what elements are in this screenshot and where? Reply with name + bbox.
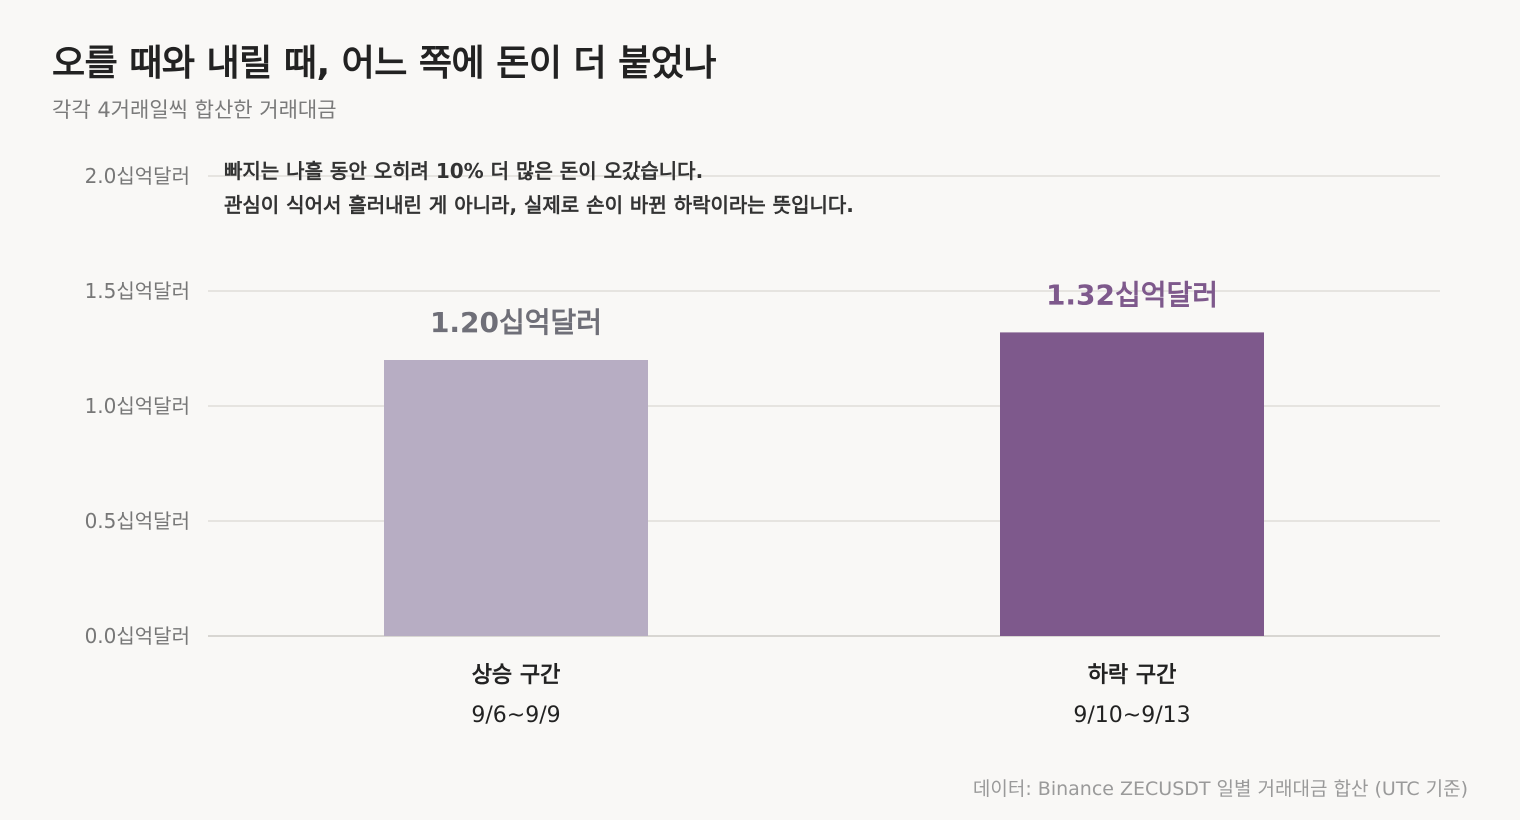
y-tick-label: 0.0십억달러 (85, 624, 190, 648)
annotation-line-1: 빠지는 나흘 동안 오히려 10% 더 많은 돈이 오갔습니다. (224, 159, 704, 183)
y-tick-label: 0.5십억달러 (85, 509, 190, 533)
bars (384, 332, 1264, 636)
y-tick-label: 1.0십억달러 (85, 394, 190, 418)
chart-subtitle: 각각 4거래일씩 합산한 거래대금 (52, 98, 337, 122)
x-category-date-range: 9/6~9/9 (471, 703, 560, 728)
bar-value-label: 1.32십억달러 (1046, 278, 1218, 311)
x-category-label: 하락 구간 (1088, 663, 1177, 688)
x-category-label: 상승 구간 (472, 663, 561, 688)
bar (1000, 332, 1264, 636)
chart-annotation: 빠지는 나흘 동안 오히려 10% 더 많은 돈이 오갔습니다. 관심이 식어서… (224, 154, 854, 222)
bar (384, 360, 648, 636)
chart-title: 오를 때와 내릴 때, 어느 쪽에 돈이 더 붙었나 (52, 43, 716, 84)
x-category-date-range: 9/10~9/13 (1073, 703, 1190, 728)
labels: 0.0십억달러 0.5십억달러 1.0십억달러 1.5십억달러 2.0십억달러 1.20십… (85, 164, 1218, 728)
annotation-line-2: 관심이 식어서 흘러내린 게 아니라, 실제로 손이 바뀐 하락이라는 뜻입니다… (224, 193, 854, 217)
data-source-note: 데이터: Binance ZECUSDT 일별 거래대금 합산 (UTC 기준) (972, 778, 1468, 800)
y-tick-label: 2.0십억달러 (85, 164, 190, 188)
y-tick-label: 1.5십억달러 (85, 279, 190, 303)
bar-value-label: 1.20십억달러 (430, 306, 602, 339)
